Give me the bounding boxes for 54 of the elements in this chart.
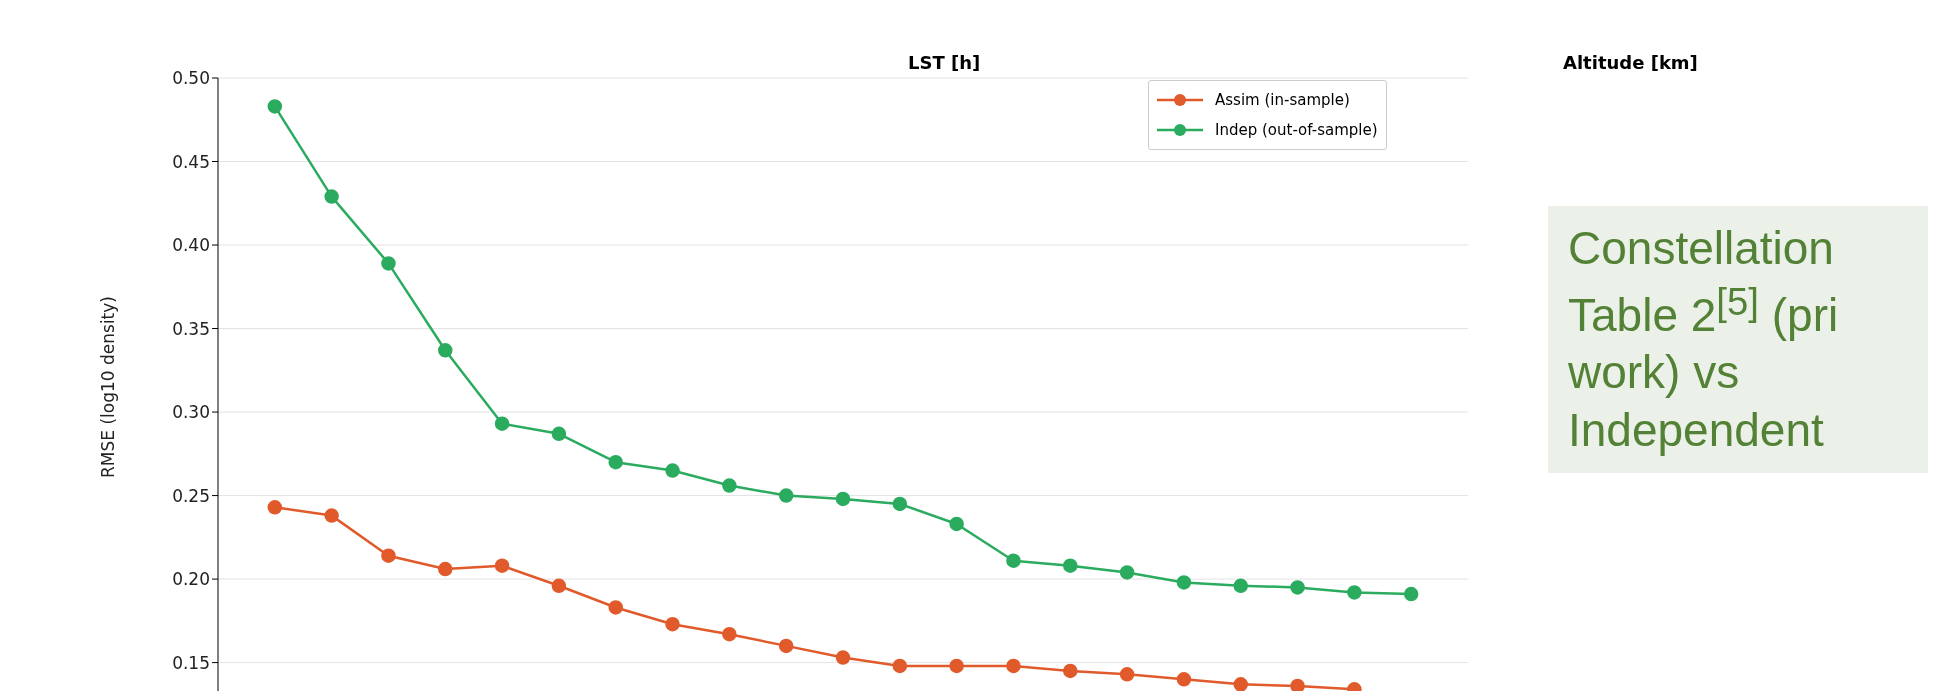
point bbox=[381, 548, 396, 563]
point bbox=[1176, 575, 1192, 590]
legend-label: Indep (out-of-sample) bbox=[1215, 120, 1378, 141]
point bbox=[892, 496, 908, 512]
point bbox=[1063, 663, 1078, 679]
point bbox=[722, 478, 737, 493]
point bbox=[1006, 553, 1021, 568]
y-tick-label: 0.15 bbox=[172, 652, 210, 673]
point bbox=[778, 638, 794, 654]
point bbox=[1176, 672, 1192, 687]
point bbox=[949, 658, 964, 674]
point bbox=[1290, 678, 1305, 691]
point bbox=[267, 500, 283, 515]
point bbox=[949, 516, 964, 532]
text: Constellation Table 2$^{[5]}$ (pri work) vs Independent bbox=[1548, 206, 1928, 474]
y-tick-label: 0.45 bbox=[172, 151, 210, 172]
point bbox=[1233, 578, 1248, 594]
point bbox=[551, 426, 567, 442]
point bbox=[381, 256, 396, 271]
y-axis-title: RMSE (log10 density) bbox=[98, 296, 119, 478]
point bbox=[722, 626, 737, 642]
point bbox=[267, 99, 283, 114]
point bbox=[438, 561, 453, 577]
point bbox=[1006, 658, 1021, 674]
point bbox=[1347, 585, 1362, 600]
point bbox=[438, 343, 453, 358]
point bbox=[324, 508, 339, 523]
legend-label: Assim (in-sample) bbox=[1215, 90, 1350, 111]
y-tick-label: 0.50 bbox=[172, 68, 210, 89]
point bbox=[665, 463, 680, 478]
point bbox=[778, 488, 794, 503]
point bbox=[324, 189, 339, 204]
point bbox=[608, 454, 623, 470]
y-tick-label: 0.20 bbox=[172, 569, 210, 590]
point bbox=[1233, 677, 1248, 691]
point bbox=[1403, 586, 1419, 602]
point bbox=[494, 416, 510, 431]
point bbox=[551, 578, 567, 594]
text: Altitude [km] bbox=[1563, 52, 1698, 73]
text: LST [h] bbox=[908, 52, 981, 73]
y-tick-label: 0.30 bbox=[172, 402, 210, 423]
point bbox=[835, 491, 851, 507]
point bbox=[608, 600, 623, 615]
point bbox=[494, 558, 510, 573]
point bbox=[1119, 565, 1135, 580]
point bbox=[665, 616, 680, 632]
point bbox=[1063, 558, 1078, 573]
y-tick-label: 0.40 bbox=[172, 235, 210, 256]
y-tick-label: 0.35 bbox=[172, 318, 210, 339]
point bbox=[835, 650, 851, 665]
point bbox=[1290, 580, 1305, 595]
point bbox=[1119, 667, 1135, 682]
point bbox=[892, 658, 908, 674]
y-tick-label: 0.25 bbox=[172, 485, 210, 506]
